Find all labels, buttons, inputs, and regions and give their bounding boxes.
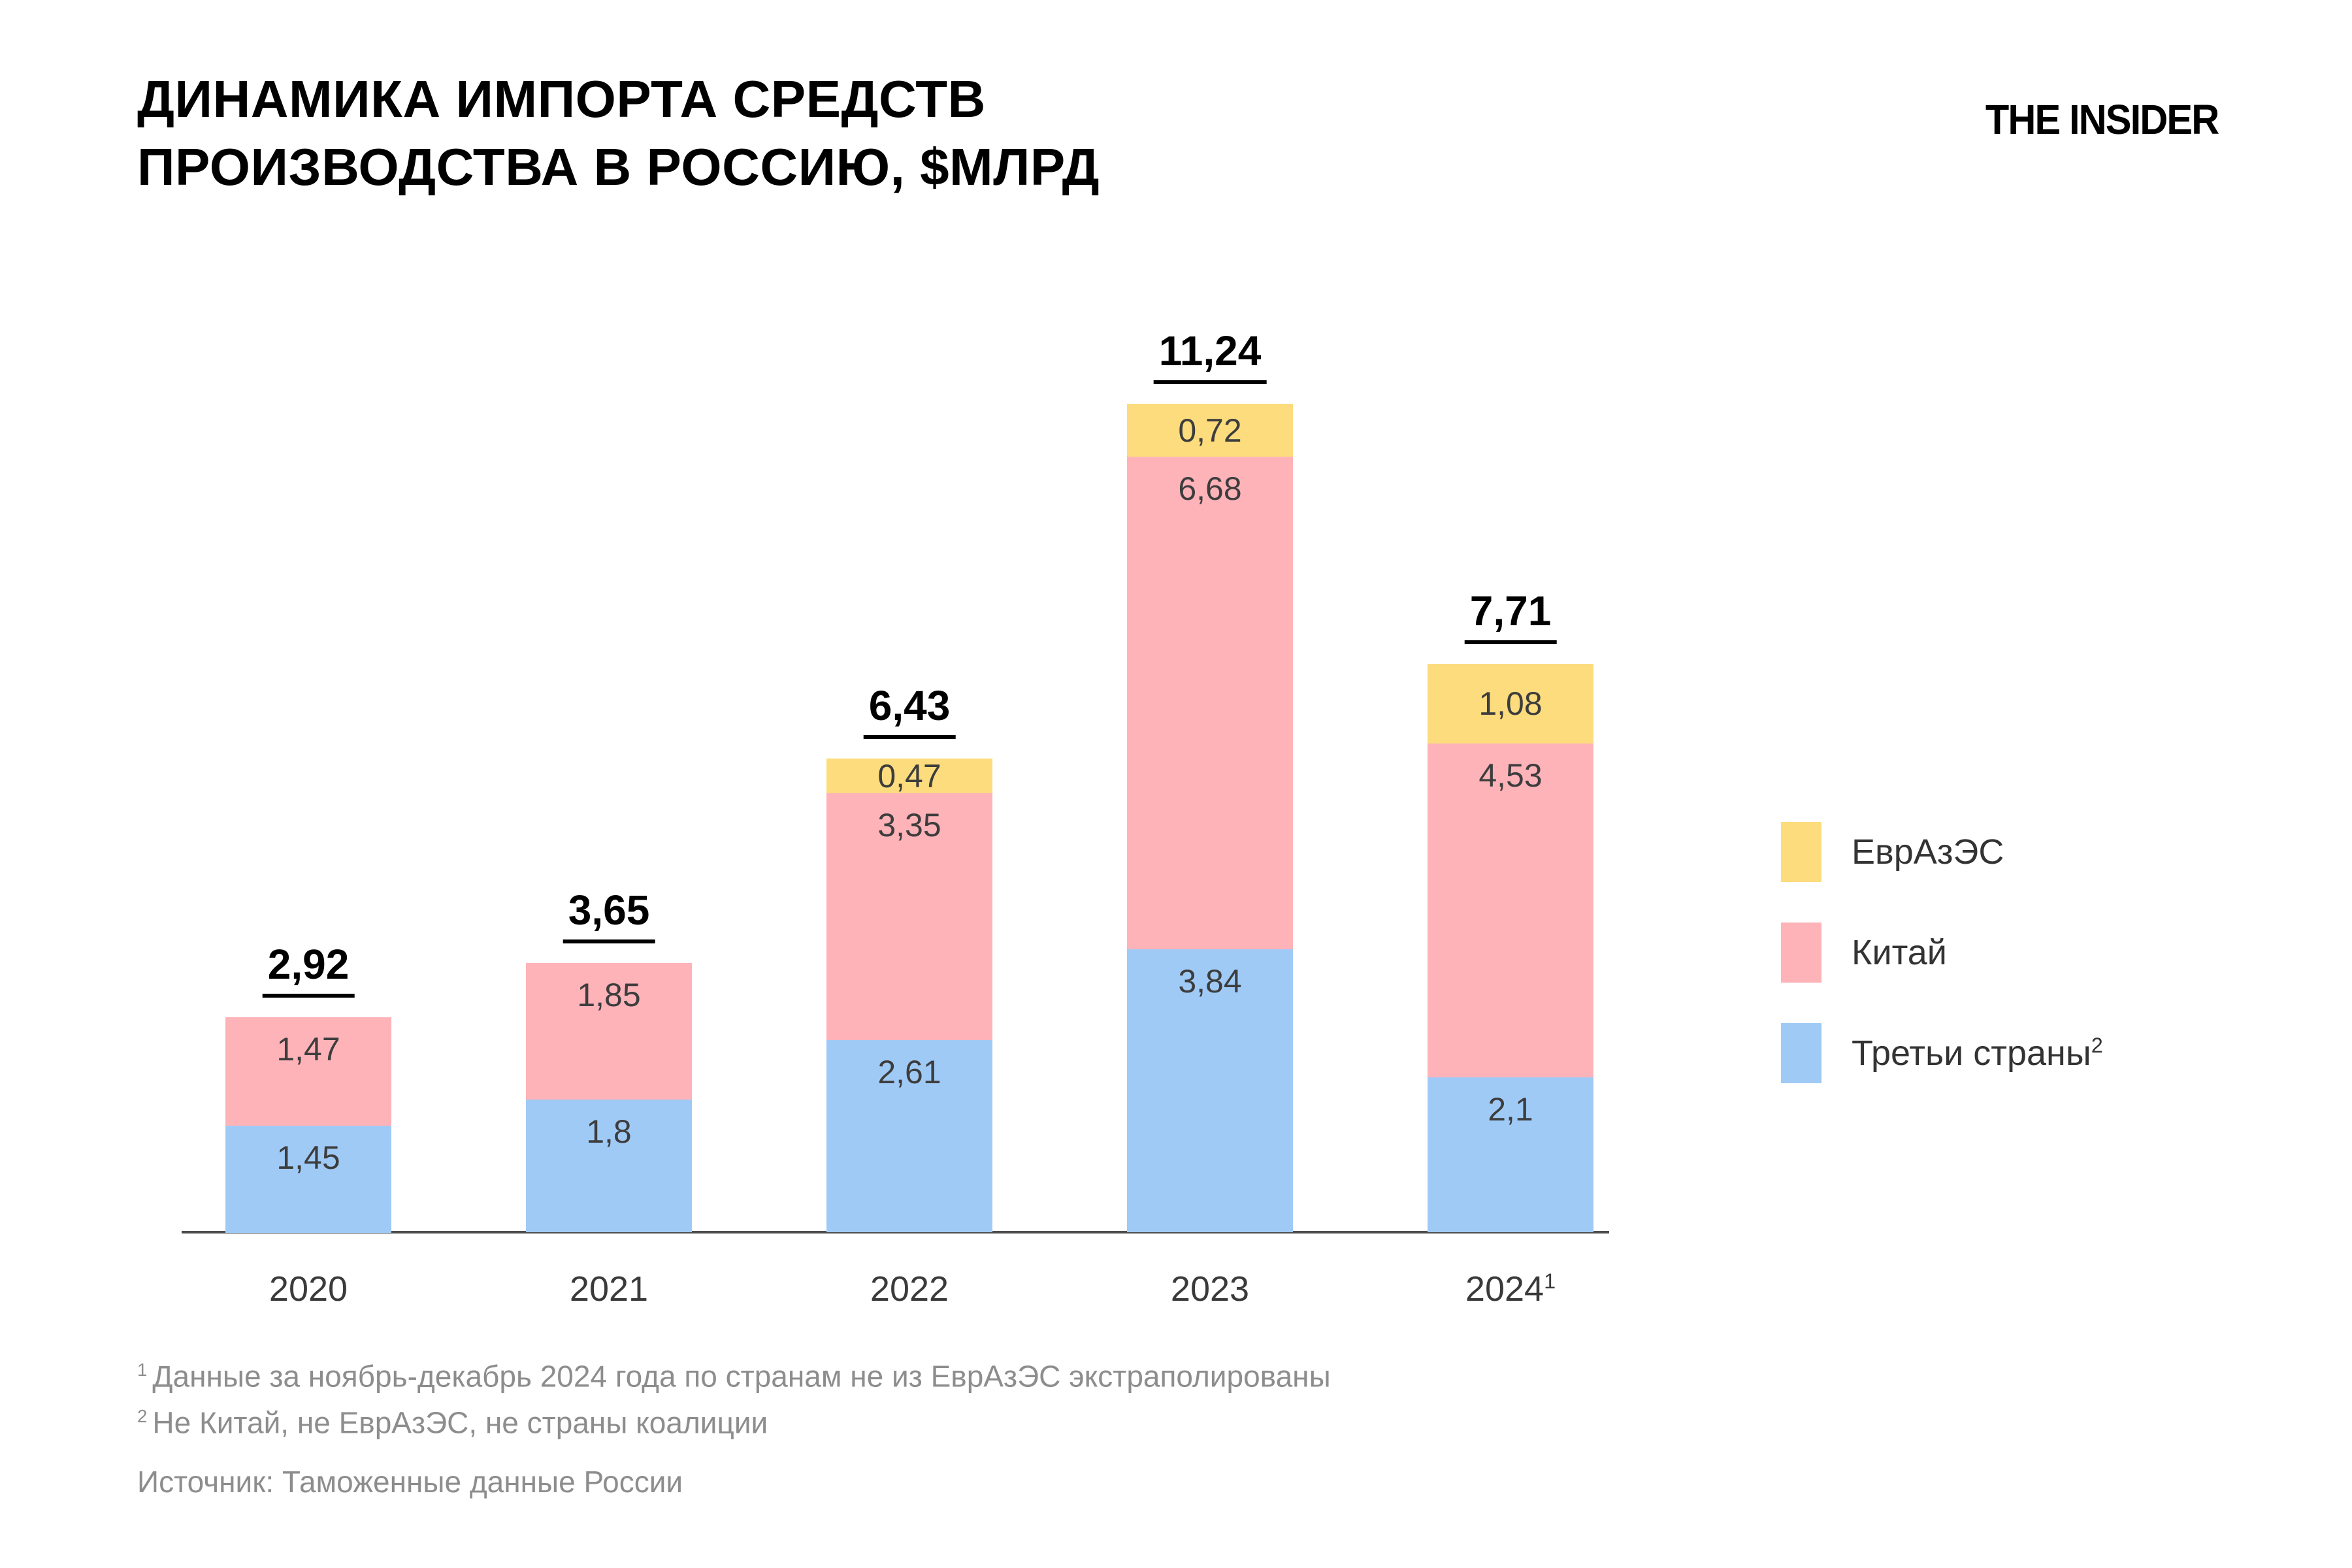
legend-swatch-third-countries bbox=[1781, 1023, 1821, 1083]
legend-label-third-countries: Третьи страны2 bbox=[1852, 1034, 2103, 1073]
segment-third-countries-2020: 1,45 bbox=[225, 1126, 391, 1233]
source-note: Источник: Таможенные данные России bbox=[137, 1464, 683, 1499]
x-tick-2024: 20241 bbox=[1465, 1269, 1556, 1309]
footnote-1-text: Данные за ноябрь-декабрь 2024 года по ст… bbox=[152, 1359, 1331, 1394]
footnote-2: 2 Не Китай, не ЕврАзЭС, не страны коалици… bbox=[137, 1396, 1331, 1443]
segment-value-label: 1,45 bbox=[276, 1139, 340, 1176]
total-label-2024: 7,71 bbox=[1464, 587, 1557, 644]
footnote-2-marker: 2 bbox=[137, 1406, 148, 1427]
x-tick-2023: 2023 bbox=[1170, 1269, 1250, 1309]
total-label-2021: 3,65 bbox=[563, 886, 655, 943]
segment-value-label: 1,8 bbox=[586, 1113, 632, 1150]
bar-2022: 0,47 3,35 2,61 bbox=[826, 759, 992, 1232]
x-tick-2020: 2020 bbox=[269, 1269, 348, 1309]
bar-2021: 1,85 1,8 bbox=[526, 963, 692, 1232]
segment-value-label: 0,47 bbox=[877, 757, 941, 794]
total-label-2023: 11,24 bbox=[1153, 327, 1267, 384]
footnotes: 1 Данные за ноябрь-декабрь 2024 года по с… bbox=[137, 1350, 1331, 1502]
segment-value-label: 3,84 bbox=[1178, 963, 1242, 1000]
segment-value-label: 1,08 bbox=[1478, 685, 1543, 722]
total-label-2022: 6,43 bbox=[863, 681, 956, 739]
bar-2024: 1,08 4,53 2,1 bbox=[1428, 664, 1593, 1232]
segment-value-label: 0,72 bbox=[1178, 412, 1242, 449]
segment-value-label: 1,47 bbox=[276, 1031, 340, 1068]
footnote-1: 1 Данные за ноябрь-декабрь 2024 года по с… bbox=[137, 1350, 1331, 1396]
segment-third-countries-2021: 1,8 bbox=[526, 1100, 692, 1232]
bar-2023: 0,72 6,68 3,84 bbox=[1127, 404, 1293, 1232]
x-tick-2021: 2021 bbox=[569, 1269, 649, 1309]
footnote-2-text: Не Китай, не ЕврАзЭС, не страны коалиции bbox=[152, 1405, 768, 1440]
legend-label-china: Китай bbox=[1852, 933, 1947, 972]
segment-value-label: 4,53 bbox=[1478, 757, 1543, 794]
segment-eaeu-2022: 0,47 bbox=[826, 759, 992, 793]
x-axis-line bbox=[182, 1231, 1609, 1233]
segment-eaeu-2023: 0,72 bbox=[1127, 404, 1293, 457]
segment-china-2024: 4,53 bbox=[1428, 743, 1593, 1077]
title-line-2: ПРОИЗВОДСТВА В РОССИЮ, $МЛРД bbox=[137, 138, 1100, 196]
segment-value-label: 2,1 bbox=[1488, 1091, 1533, 1128]
x-tick-2022: 2022 bbox=[870, 1269, 949, 1309]
segment-value-label: 3,35 bbox=[877, 807, 941, 843]
legend-item-third-countries: Третьи страны2 bbox=[1781, 1023, 2103, 1083]
legend-swatch-eaeu bbox=[1781, 822, 1821, 882]
segment-china-2022: 3,35 bbox=[826, 793, 992, 1040]
segment-third-countries-2022: 2,61 bbox=[826, 1040, 992, 1232]
total-label-2020: 2,92 bbox=[262, 940, 355, 998]
segment-value-label: 6,68 bbox=[1178, 470, 1242, 507]
segment-eaeu-2024: 1,08 bbox=[1428, 664, 1593, 743]
legend: ЕврАзЭС Китай Третьи страны2 bbox=[1781, 822, 2103, 1083]
segment-value-label: 1,85 bbox=[577, 977, 641, 1013]
legend-item-eaeu: ЕврАзЭС bbox=[1781, 822, 2103, 882]
bar-2020: 1,47 1,45 bbox=[225, 1017, 391, 1233]
page-title: ДИНАМИКА ИМПОРТА СРЕДСТВ ПРОИЗВОДСТВА В … bbox=[137, 65, 1100, 201]
segment-china-2021: 1,85 bbox=[526, 963, 692, 1100]
segment-value-label: 2,61 bbox=[877, 1054, 941, 1090]
legend-label-eaeu: ЕврАзЭС bbox=[1852, 832, 2004, 872]
segment-third-countries-2024: 2,1 bbox=[1428, 1077, 1593, 1232]
segment-china-2023: 6,68 bbox=[1127, 457, 1293, 949]
legend-item-china: Китай bbox=[1781, 923, 2103, 983]
footnote-1-marker: 1 bbox=[137, 1360, 148, 1380]
the-insider-logo: THE INSIDER bbox=[1985, 96, 2219, 143]
segment-third-countries-2023: 3,84 bbox=[1127, 949, 1293, 1232]
title-line-1: ДИНАМИКА ИМПОРТА СРЕДСТВ bbox=[137, 70, 986, 128]
segment-china-2020: 1,47 bbox=[225, 1017, 391, 1126]
legend-swatch-china bbox=[1781, 923, 1821, 983]
